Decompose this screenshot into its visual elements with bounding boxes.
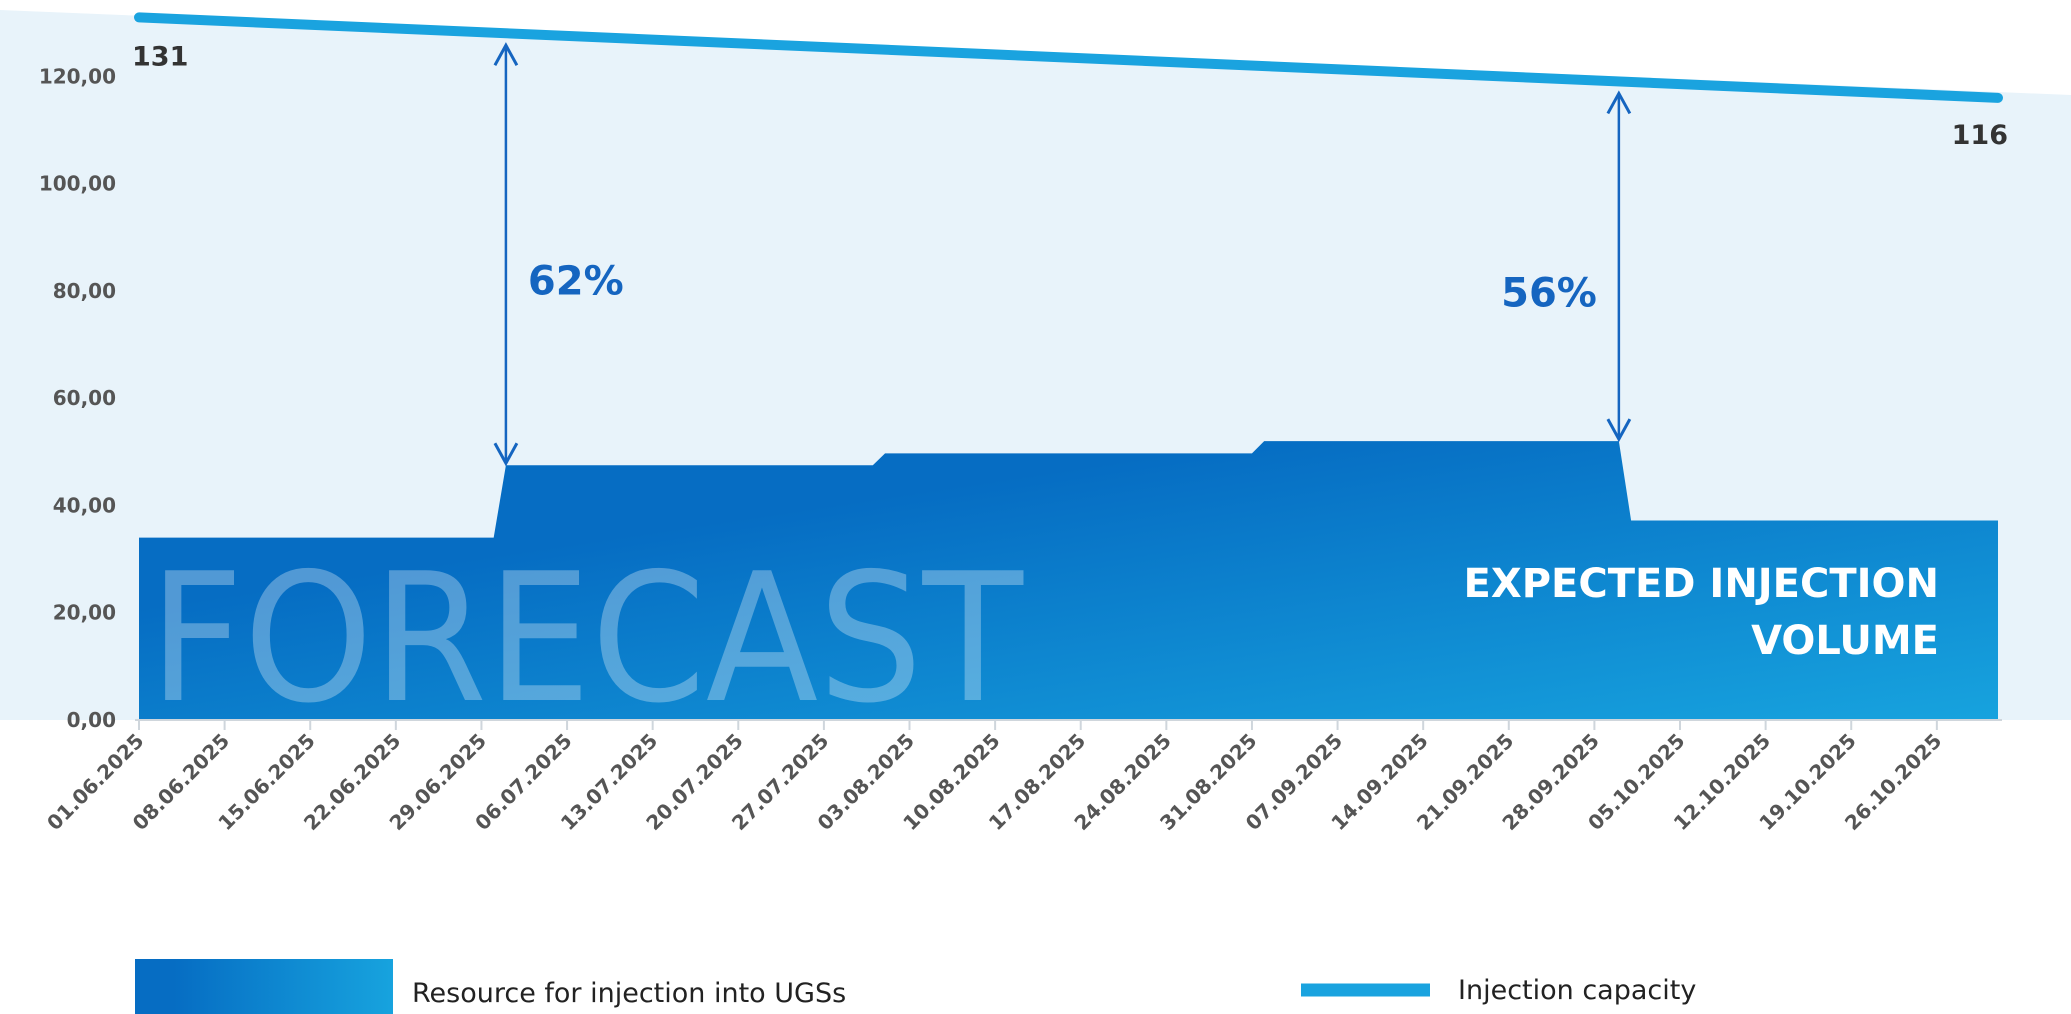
area-caption: VOLUME [1751,618,1939,664]
annotation-label: 56% [1501,270,1597,316]
arrow-head [1606,90,1632,115]
y-tick-label: 20,00 [53,601,116,625]
legend-swatch [135,959,393,1014]
value-label: 116 [1952,120,2008,151]
legend-label: Injection capacity [1458,975,1696,1006]
watermark: FORECAST [149,535,1024,742]
arrow-head [1606,418,1632,443]
y-tick-label: 120,00 [39,64,116,88]
area [139,441,1998,720]
y-tick-label: 40,00 [53,493,116,517]
y-tick-label: 100,00 [39,172,116,196]
arrow-head [493,42,519,66]
value-label: 131 [132,41,188,72]
y-tick-label: 80,00 [53,279,116,303]
capacity-line [134,12,2003,103]
area-caption: EXPECTED INJECTION [1464,561,1939,607]
arrow-head [493,442,519,467]
annotation-label: 62% [528,258,624,304]
y-tick-label: 0,00 [67,708,116,732]
legend-label: Resource for injection into UGSs [412,978,846,1009]
y-tick-label: 60,00 [53,386,116,410]
